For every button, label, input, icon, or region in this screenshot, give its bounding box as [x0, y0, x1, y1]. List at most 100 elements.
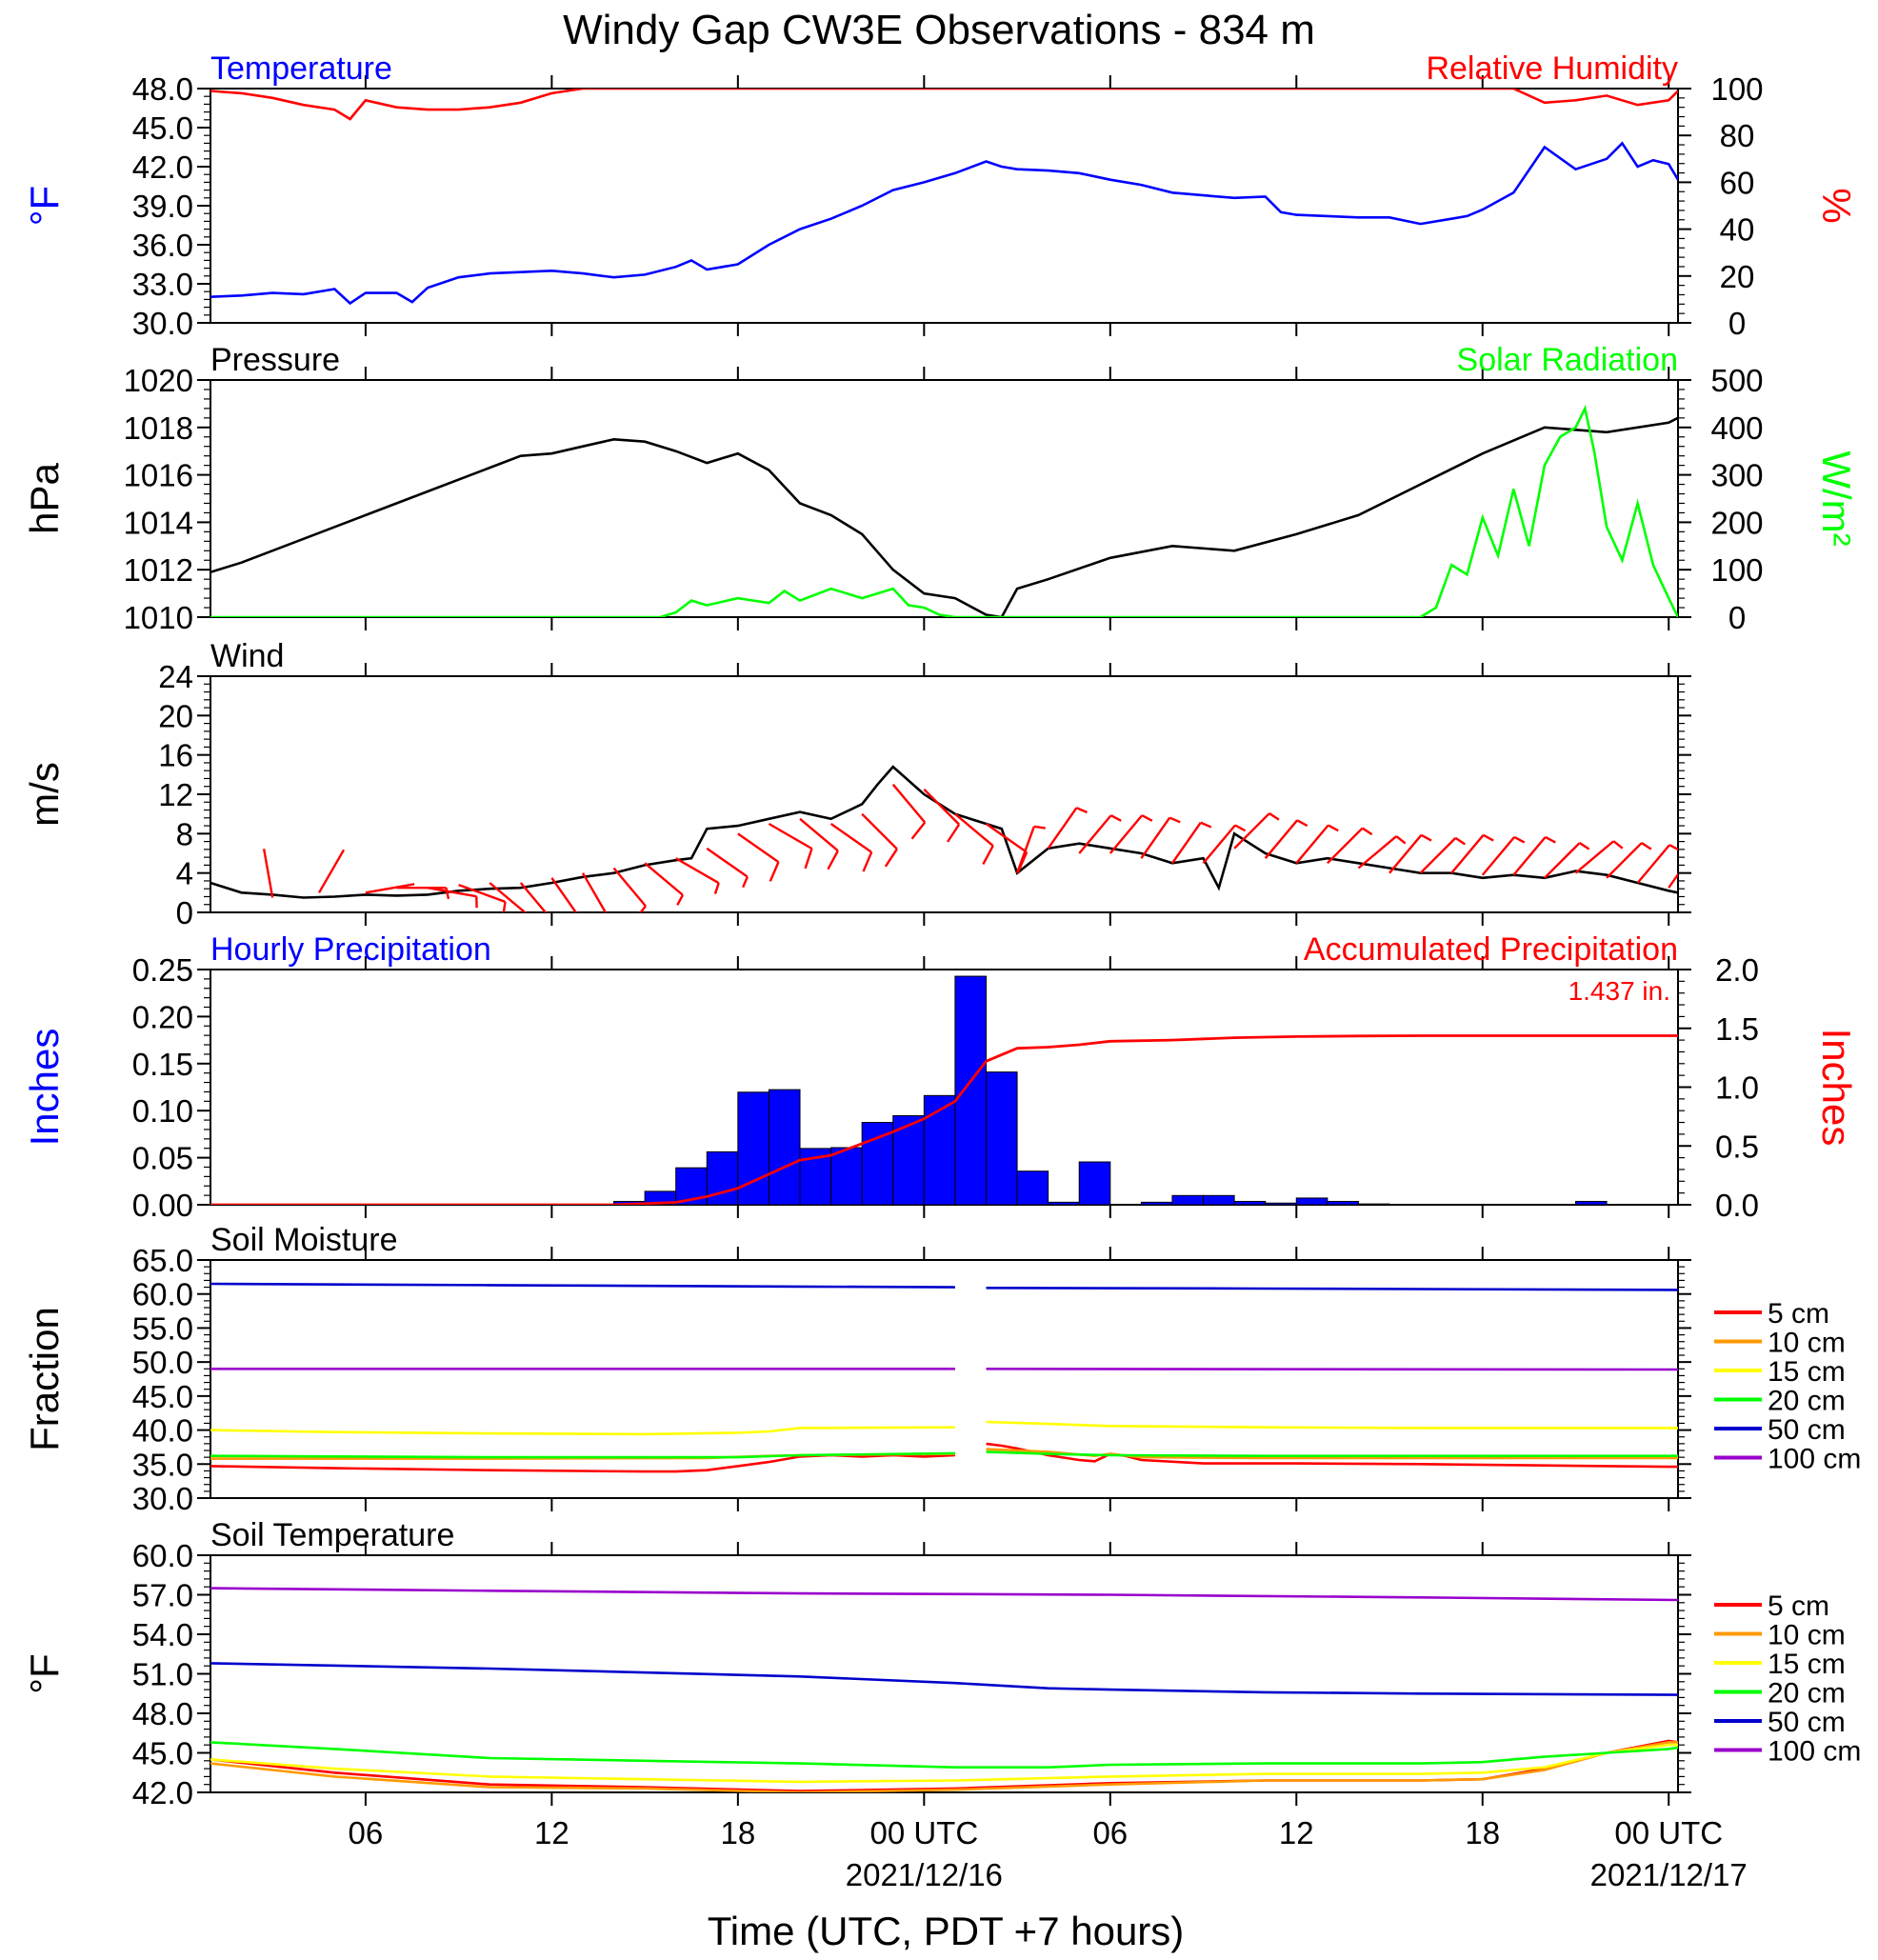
precip-bar — [1574, 1200, 1608, 1205]
legend-label: 10 cm — [1768, 1328, 1846, 1359]
series-line — [210, 1587, 1678, 1602]
panel-3: 0 4 8 12 16 20 24 Wind m/s — [22, 638, 1691, 930]
wind-barb — [1481, 835, 1526, 876]
y-tick-label-right: 0 — [1728, 306, 1746, 341]
precip-bar — [1048, 1201, 1080, 1205]
legend-label: 50 cm — [1768, 1414, 1846, 1446]
y-tick-label: 0.25 — [132, 952, 193, 988]
wind-barb — [1202, 824, 1247, 865]
precip-bar — [861, 1122, 894, 1205]
panel-title-left: Soil Moisture — [210, 1222, 398, 1258]
wind-barb — [1295, 824, 1339, 865]
y-tick-label: 1016 — [124, 458, 193, 493]
wind-barb — [644, 862, 685, 906]
y-axis-label-left: °F — [22, 186, 67, 226]
y-tick-label: 55.0 — [132, 1310, 193, 1346]
wind-barb — [396, 886, 450, 900]
wind-barb — [1327, 827, 1373, 865]
wind-barb — [317, 849, 346, 893]
y-tick-label: 33.0 — [132, 267, 193, 302]
precip-bar — [954, 975, 987, 1205]
y-tick-label: 54.0 — [132, 1617, 193, 1652]
wind-barb — [1606, 842, 1652, 879]
x-axis: 06 12 18 00 UTC 2021/12/16 06 12 18 00 UTC 2021/1… — [349, 1815, 1748, 1892]
y-tick-label: 45.0 — [132, 110, 193, 146]
x-axis-label: Time (UTC, PDT +7 hours) — [708, 1909, 1185, 1953]
wind-barb — [1636, 844, 1678, 884]
wind-barb — [706, 847, 749, 889]
wind-barb — [1233, 812, 1280, 850]
wind-barb — [365, 883, 415, 894]
wind-barb — [1357, 835, 1407, 870]
wind-barb — [1140, 816, 1181, 859]
precip-bar — [737, 1091, 769, 1205]
plot-area — [210, 975, 1678, 1205]
x-tick-label: 12 — [534, 1815, 569, 1850]
chart-title: Windy Gap CW3E Observations - 834 m — [563, 7, 1315, 53]
y-tick-label: 36.0 — [132, 228, 193, 263]
wind-barb — [1389, 833, 1432, 874]
y-tick-label: 0.20 — [132, 999, 193, 1034]
y-tick-label: 1010 — [124, 600, 193, 635]
wind-barb — [262, 849, 274, 898]
legend-label: 20 cm — [1768, 1678, 1846, 1710]
series-line — [986, 1450, 1678, 1457]
wind-barb — [427, 886, 478, 909]
y-tick-label: 12 — [158, 777, 193, 812]
legend-label: 100 cm — [1768, 1736, 1861, 1768]
precip-bar — [1295, 1197, 1329, 1205]
y-tick-label: 39.0 — [132, 189, 193, 224]
x-tick-label: 00 UTC — [869, 1815, 978, 1850]
y-tick-label-right: 80 — [1720, 118, 1755, 153]
plot-area — [210, 404, 1678, 617]
y-tick-label: 1012 — [124, 552, 193, 588]
precip-bar — [1171, 1194, 1205, 1205]
y-tick-label: 65.0 — [132, 1243, 193, 1278]
panel-1: 30.0 33.0 36.0 39.0 42.0 45.048.0 0 20 40 60 80 100… — [22, 50, 1859, 341]
wind-barb — [954, 812, 994, 866]
y-tick-label: 16 — [158, 738, 193, 773]
wind-barb — [489, 882, 528, 912]
y-tick-label-right: 0.5 — [1715, 1129, 1759, 1164]
precip-bar — [830, 1147, 863, 1205]
precip-bar — [1203, 1194, 1235, 1205]
wind-barb — [581, 872, 608, 912]
y-tick-label: 4 — [176, 856, 193, 891]
panel-5: 30.035.040.045.050.055.060.065.0 Soil Moi… — [22, 1222, 1861, 1516]
y-tick-label: 35.0 — [132, 1447, 193, 1482]
precip-bar — [1327, 1200, 1359, 1205]
y-axis-label-left: Fraction — [22, 1307, 67, 1451]
series-line — [210, 1741, 1678, 1769]
y-tick-label: 1020 — [124, 363, 193, 398]
series-line — [210, 416, 1678, 617]
series-line — [986, 1448, 1678, 1460]
panel-frame — [210, 675, 1679, 913]
accumulated-total-label: 1.437 in. — [1568, 976, 1670, 1006]
y-tick-label-right: 60 — [1720, 165, 1755, 200]
precip-bar — [1016, 1170, 1049, 1205]
wind-barb — [612, 867, 647, 912]
y-tick-label: 42.0 — [132, 1775, 193, 1810]
y-axis-label-left: Inches — [22, 1029, 67, 1147]
y-tick-label-right: 200 — [1710, 505, 1763, 540]
y-tick-label: 45.0 — [132, 1379, 193, 1414]
x-tick-label: 12 — [1279, 1815, 1314, 1850]
wind-barb — [1047, 807, 1088, 850]
plot-area — [210, 765, 1678, 912]
panel-title-right: Solar Radiation — [1457, 342, 1678, 378]
y-tick-label: 0 — [176, 895, 193, 930]
y-tick-label-right: 1.0 — [1715, 1070, 1759, 1106]
series-line — [210, 1451, 955, 1459]
y-tick-label: 30.0 — [132, 306, 193, 341]
y-axis-label-right: % — [1814, 188, 1859, 223]
wind-barb — [1015, 825, 1046, 874]
panel-frame — [210, 379, 1679, 618]
y-tick-label: 8 — [176, 816, 193, 851]
wind-barb — [550, 877, 578, 912]
plot-area — [210, 89, 1678, 306]
y-tick-label-right: 0.0 — [1715, 1188, 1759, 1223]
series-line — [986, 1420, 1678, 1430]
